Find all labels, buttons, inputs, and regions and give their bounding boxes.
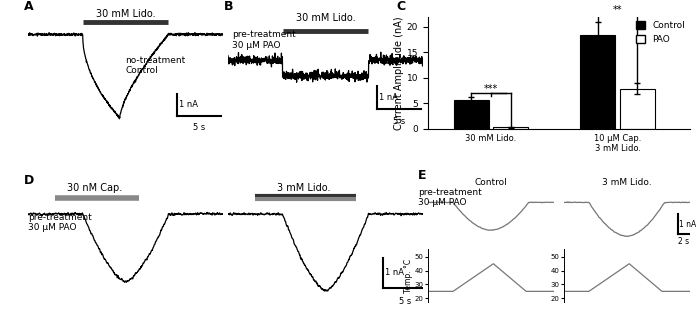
Text: 5 s: 5 s — [399, 296, 412, 305]
Text: 2 s: 2 s — [678, 237, 690, 246]
Text: no-treatment
Control: no-treatment Control — [125, 56, 186, 75]
Text: 30 nM Cap.: 30 nM Cap. — [67, 183, 122, 193]
Text: ***: *** — [484, 84, 498, 94]
Text: 1 nA: 1 nA — [680, 220, 696, 229]
Text: Control: Control — [475, 178, 507, 187]
Text: 1 nA: 1 nA — [179, 100, 198, 109]
Text: 3 mM Lido.: 3 mM Lido. — [602, 178, 652, 187]
Text: 1 nA: 1 nA — [379, 93, 398, 102]
Text: A: A — [24, 0, 34, 13]
Bar — [494, 127, 528, 129]
Text: C: C — [396, 0, 405, 13]
Text: pre-treatment
30 μM PAO: pre-treatment 30 μM PAO — [28, 213, 92, 232]
Text: 5 s: 5 s — [193, 123, 205, 132]
Legend: Control, PAO: Control, PAO — [636, 21, 685, 44]
Text: pre-treatment
30 μM PAO: pre-treatment 30 μM PAO — [232, 30, 295, 50]
Text: D: D — [24, 174, 34, 187]
Text: 3 mM Lido.: 3 mM Lido. — [276, 183, 330, 193]
Text: B: B — [224, 0, 234, 13]
Text: 30 mM Lido.: 30 mM Lido. — [96, 8, 155, 18]
Text: 5 s: 5 s — [393, 117, 405, 126]
Text: 1 nA: 1 nA — [385, 268, 405, 278]
Text: 30 mM Lido.: 30 mM Lido. — [295, 13, 355, 23]
Bar — [454, 100, 489, 129]
Text: E: E — [418, 169, 426, 181]
Y-axis label: Current Amplitude (nA): Current Amplitude (nA) — [394, 16, 404, 130]
Text: **: ** — [612, 5, 622, 15]
Text: pre-treatment
30 μM PAO: pre-treatment 30 μM PAO — [418, 188, 482, 207]
Y-axis label: Temp. °C: Temp. °C — [405, 258, 413, 293]
Bar — [580, 35, 615, 129]
Bar — [620, 89, 654, 129]
